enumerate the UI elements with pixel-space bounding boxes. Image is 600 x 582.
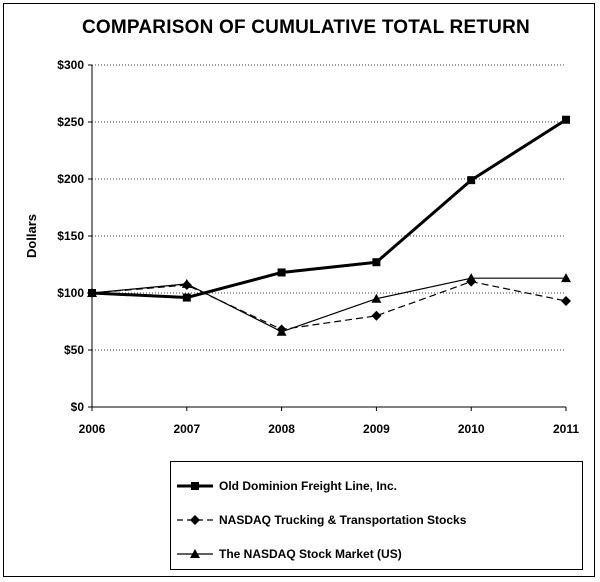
line-chart: $0 $50 $100 $150 $200 $250 $300 2006 2007 2008 200… (24, 58, 579, 436)
y-tick-label: $300 (57, 58, 84, 72)
legend-swatch-diamond (177, 515, 213, 525)
data-point-square (88, 289, 96, 297)
legend-item-nasdaq-market: The NASDAQ Stock Market (US) (171, 544, 582, 564)
y-tick-label: $100 (57, 286, 84, 300)
legend-item-nasdaq-trucking: NASDAQ Trucking & Transportation Stocks (171, 510, 582, 530)
y-tick-label: $200 (57, 172, 84, 186)
y-axis-label: Dollars (24, 214, 39, 258)
x-tick-label: 2008 (268, 422, 295, 436)
chart-title: COMPARISON OF CUMULATIVE TOTAL RETURN (82, 17, 530, 38)
data-point-diamond (466, 276, 477, 287)
data-point-square (467, 176, 476, 185)
chart-legend: Old Dominion Freight Line, Inc. NASDAQ T… (170, 461, 583, 570)
data-point-square (372, 258, 381, 267)
legend-label: The NASDAQ Stock Market (US) (219, 547, 402, 561)
x-tick-label: 2009 (363, 422, 390, 436)
data-point-diamond (561, 295, 571, 306)
x-tick-label: 2010 (458, 422, 485, 436)
x-tick-label: 2006 (79, 422, 106, 436)
data-point-square (182, 293, 191, 302)
data-point-diamond (276, 324, 287, 335)
data-point-square (562, 115, 570, 124)
legend-label: NASDAQ Trucking & Transportation Stocks (219, 513, 467, 527)
y-tick-label: $250 (57, 115, 84, 129)
data-point-triangle (371, 293, 382, 303)
legend-label: Old Dominion Freight Line, Inc. (219, 479, 397, 493)
series-line-triangle (91, 277, 566, 333)
x-tick-label: 2011 (553, 422, 579, 436)
y-tick-label: $150 (57, 229, 84, 243)
legend-item-old-dominion: Old Dominion Freight Line, Inc. (171, 476, 582, 496)
data-point-square (277, 268, 286, 277)
data-point-triangle (561, 273, 571, 283)
legend-swatch-triangle (177, 549, 213, 558)
series-line-square (91, 118, 567, 300)
legend-swatch-square (177, 482, 213, 490)
data-point-diamond (371, 310, 382, 321)
x-tick-label: 2007 (173, 422, 200, 436)
y-tick-label: $50 (64, 343, 84, 357)
y-tick-label: $0 (71, 400, 85, 414)
series-line-diamond (91, 281, 567, 331)
data-point-diamond (181, 280, 192, 291)
